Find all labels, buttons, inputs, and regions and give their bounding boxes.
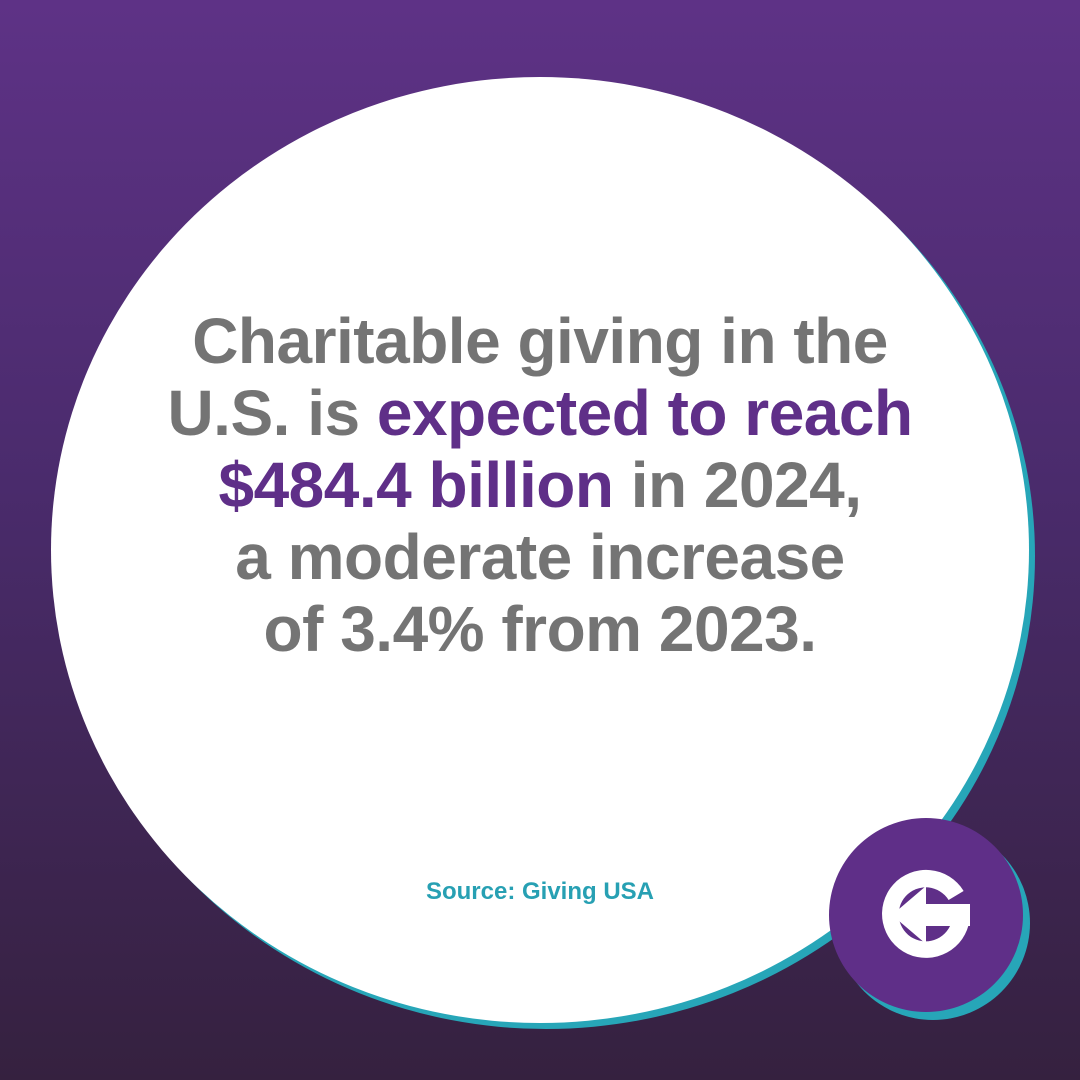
headline-line-2: U.S. is expected to reach bbox=[80, 377, 1000, 449]
headline-line-5: of 3.4% from 2023. bbox=[263, 593, 818, 665]
headline: Charitable giving in the U.S. is expecte… bbox=[80, 305, 1000, 665]
g-arrow-logo-icon bbox=[824, 812, 1034, 1022]
headline-highlight: expected to reach bbox=[376, 377, 913, 449]
headline-line-4: a moderate increase bbox=[235, 521, 845, 593]
headline-highlight-amount: $484.4 billion bbox=[218, 449, 614, 521]
headline-line-1: Charitable giving in the bbox=[192, 305, 888, 377]
headline-text: U.S. is bbox=[167, 377, 377, 449]
headline-text: in 2024, bbox=[613, 449, 862, 521]
source-citation: Source: Giving USA bbox=[425, 878, 655, 905]
headline-line-3: $484.4 billion in 2024, bbox=[80, 449, 1000, 521]
